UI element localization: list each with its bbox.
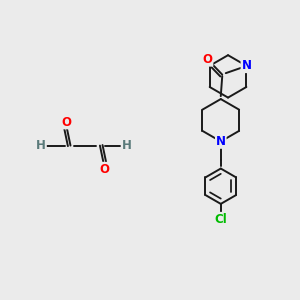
Text: N: N (216, 135, 226, 148)
Text: H: H (122, 139, 131, 152)
Text: O: O (99, 163, 110, 176)
Text: O: O (202, 53, 212, 66)
Text: N: N (242, 59, 251, 72)
Text: Cl: Cl (214, 213, 227, 226)
Text: H: H (36, 139, 46, 152)
Text: O: O (61, 116, 71, 128)
